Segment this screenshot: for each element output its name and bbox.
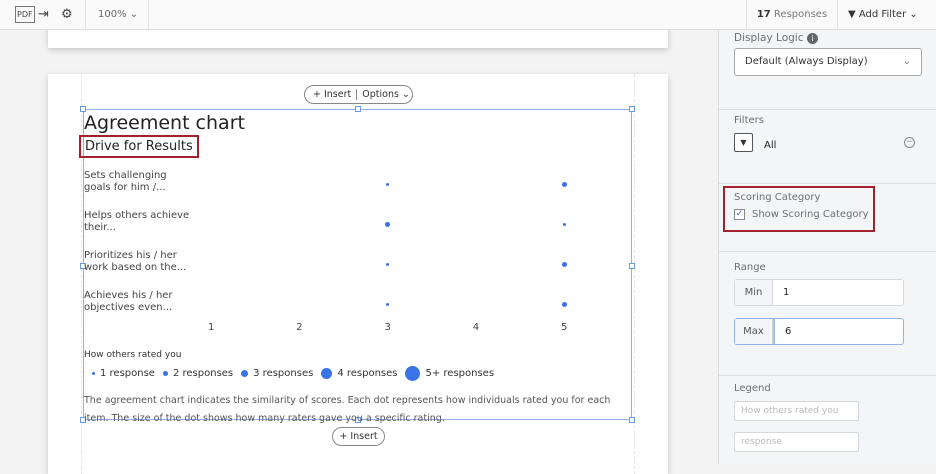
legend-label: Legend — [734, 383, 771, 394]
rating-dot — [561, 181, 567, 187]
responses-count: 17 Responses — [746, 0, 838, 30]
resize-handle[interactable] — [355, 417, 361, 423]
legend-unit-input[interactable]: response — [734, 432, 859, 452]
legend-item: 4 responses — [337, 367, 398, 379]
x-tick-label: 3 — [384, 322, 391, 333]
report-page — [48, 74, 668, 474]
zoom-dropdown[interactable]: 100% ⌄ — [85, 0, 149, 30]
legend-item: 5+ responses — [425, 367, 495, 379]
scoring-category-highlight — [723, 186, 875, 232]
legend-item: 2 responses — [172, 367, 234, 379]
legend: 1 response 2 responses 3 responses 4 respon… — [92, 365, 494, 381]
rating-dot — [386, 262, 389, 266]
legend-dot-icon — [405, 365, 421, 381]
pdf-icon[interactable]: PDF — [15, 6, 35, 23]
insert-below-button[interactable]: + Insert — [332, 427, 385, 446]
rating-dot — [561, 261, 567, 267]
toolbar: PDF ⇥ ⚙ 100% ⌄ 17 Responses ▼ Add Filter… — [0, 0, 936, 30]
row-label: Achieves his / her objectives even... — [84, 290, 173, 313]
options-button[interactable]: Options ⌄ — [356, 89, 410, 100]
min-label: Min — [735, 280, 773, 305]
rating-dot — [562, 222, 566, 226]
range-min-field[interactable]: Min 1 — [734, 279, 904, 306]
info-icon[interactable]: i — [806, 33, 818, 44]
filter-icon[interactable]: ▼ — [734, 133, 753, 152]
min-value: 1 — [783, 287, 790, 298]
resize-handle[interactable] — [629, 263, 635, 269]
rating-dot — [561, 301, 567, 307]
show-scoring-category-label: Show Scoring Category — [752, 209, 869, 220]
legend-dot-icon — [92, 371, 95, 375]
display-logic-label: Display Logic i — [734, 32, 818, 44]
resize-handle[interactable] — [80, 417, 86, 423]
max-label: Max — [735, 319, 773, 344]
filters-value: All — [764, 140, 777, 151]
show-scoring-category-checkbox[interactable]: ✓ — [734, 209, 745, 220]
export-icon[interactable]: ⇥ — [38, 7, 49, 22]
x-tick-label: 1 — [208, 322, 215, 333]
legend-dot-icon — [162, 370, 168, 376]
x-tick-label: 5 — [561, 322, 568, 333]
legend-item: 3 responses — [253, 367, 314, 379]
row-label: Sets challenging goals for him /... — [84, 170, 167, 193]
x-tick-label: 2 — [296, 322, 303, 333]
resize-handle[interactable] — [80, 106, 86, 112]
gear-icon[interactable]: ⚙ — [61, 7, 73, 22]
chart-description: The agreement chart indicates the simila… — [84, 395, 611, 424]
range-max-field[interactable]: Max 6 — [734, 318, 904, 345]
insert-button[interactable]: + Insert — [313, 89, 352, 100]
properties-panel: Display Logic i Default (Always Display)… — [718, 30, 936, 464]
x-tick-label: 4 — [472, 322, 480, 333]
row-label: Helps others achieve their... — [84, 210, 190, 233]
range-label: Range — [734, 262, 766, 273]
legend-title-input[interactable]: How others rated you — [734, 401, 859, 421]
remove-filter-icon[interactable]: − — [904, 137, 915, 148]
resize-handle[interactable] — [80, 263, 86, 269]
rating-dot — [386, 182, 389, 186]
resize-handle[interactable] — [629, 417, 635, 423]
display-logic-select[interactable]: Default (Always Display) ⌄ — [734, 48, 922, 76]
legend-title: How others rated you — [84, 350, 182, 360]
row-label: Prioritizes his / her work based on the.… — [84, 250, 187, 273]
max-value: 6 — [773, 319, 791, 344]
zoom-value: 100% — [98, 9, 127, 20]
scoring-category-label: Scoring Category — [734, 192, 821, 203]
chart-title: Agreement chart — [84, 112, 245, 134]
scoring-category-title: Drive for Results — [79, 135, 199, 158]
filters-label: Filters — [734, 115, 764, 126]
add-filter-button[interactable]: ▼ Add Filter ⌄ — [848, 9, 918, 20]
rating-dot — [386, 302, 389, 306]
resize-handle[interactable] — [629, 106, 635, 112]
resize-handle[interactable] — [355, 106, 361, 112]
legend-item: 1 response — [100, 367, 155, 379]
legend-dot-icon — [241, 369, 249, 377]
legend-dot-icon — [321, 367, 333, 379]
insert-options-toolbar: + Insert Options ⌄ — [304, 85, 413, 104]
rating-dot — [385, 221, 390, 227]
